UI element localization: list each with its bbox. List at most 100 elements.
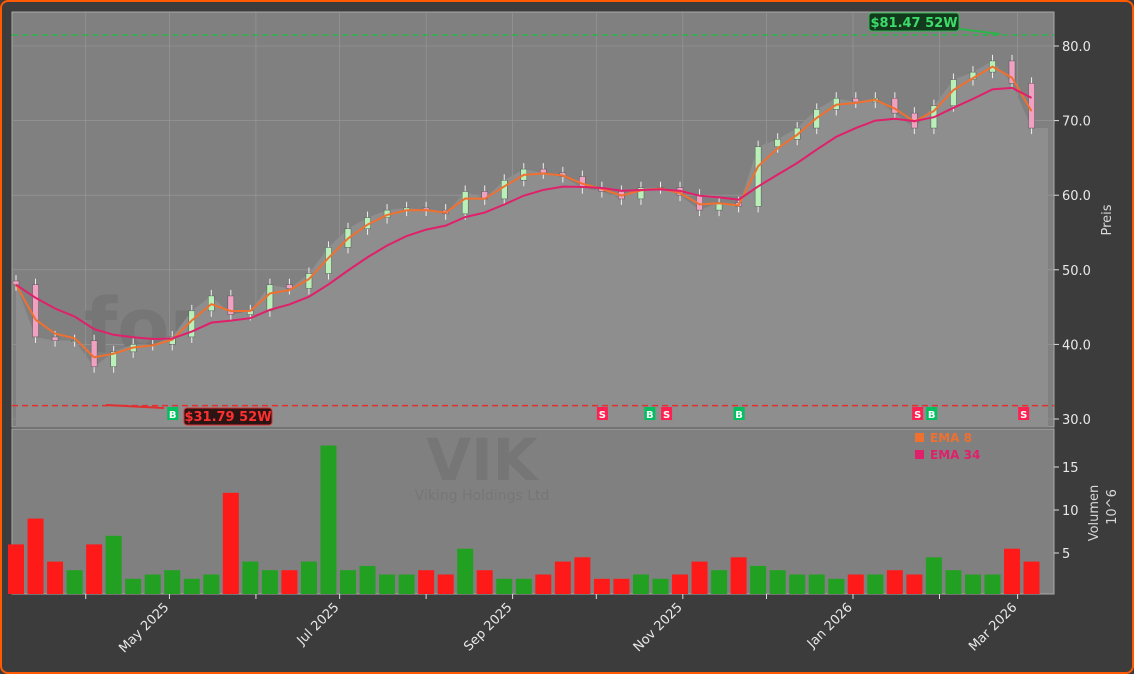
- candle: [286, 284, 293, 289]
- volume-tick-label: 15: [1062, 461, 1079, 476]
- x-tick-label: Sep 2025: [461, 600, 515, 654]
- volume-bar: [789, 574, 806, 594]
- volume-bar: [437, 574, 454, 594]
- legend-entry: EMA 34: [930, 448, 980, 462]
- high-52w-badge: [868, 12, 960, 32]
- volume-bar: [398, 574, 415, 594]
- legend-swatch: [915, 450, 924, 459]
- watermark-company: Viking Holdings Ltd: [415, 488, 550, 504]
- signal-label: S: [599, 410, 606, 421]
- volume-bar: [66, 570, 83, 594]
- volume-bar: [496, 578, 513, 594]
- y-tick-label: 70.0: [1062, 115, 1091, 130]
- volume-bar: [769, 570, 786, 594]
- candle: [852, 97, 860, 103]
- volume-bar: [1004, 548, 1021, 594]
- volume-bar: [593, 578, 610, 594]
- volume-bar: [613, 578, 630, 594]
- signal-label: B: [169, 410, 177, 421]
- signal-marker-buy: [926, 407, 938, 420]
- volume-bar: [554, 561, 571, 594]
- signal-marker-sell: [1018, 407, 1030, 420]
- volume-bar: [222, 492, 239, 594]
- signal-label: S: [1020, 410, 1027, 421]
- signal-marker-buy: [167, 407, 179, 420]
- volume-bar: [261, 570, 278, 594]
- low-52w-badge: [183, 407, 273, 426]
- signal-marker-buy: [644, 407, 656, 420]
- volume-bar: [320, 445, 337, 594]
- low-52w-arrow: [105, 404, 165, 409]
- volume-bar: [808, 574, 825, 594]
- signal-marker-buy: [733, 407, 745, 420]
- volume-bar: [925, 557, 942, 594]
- ema-8-line: [15, 65, 1033, 359]
- candle: [501, 180, 508, 200]
- volume-bar: [86, 544, 103, 594]
- high-52w-label: $81.47 52W: [870, 16, 957, 31]
- volume-bar: [418, 570, 435, 594]
- volume-bar: [457, 548, 474, 594]
- candle: [32, 284, 39, 338]
- volume-bar: [750, 565, 767, 594]
- volume-tick-label: 5: [1062, 547, 1070, 562]
- candle: [12, 280, 20, 285]
- signal-label: S: [663, 410, 670, 421]
- volume-tick-label: 10: [1062, 504, 1079, 519]
- ema-34-line: [15, 86, 1033, 340]
- volume-bar: [691, 561, 708, 594]
- signal-label: S: [914, 410, 921, 421]
- candle: [754, 146, 762, 207]
- volume-bar: [535, 574, 552, 594]
- y-tick-label: 30.0: [1062, 413, 1091, 428]
- signal-marker-sell: [596, 407, 608, 420]
- volume-bar: [300, 561, 317, 594]
- price-area: [16, 60, 1048, 428]
- volume-bar: [242, 561, 259, 594]
- volume-bar: [144, 574, 161, 594]
- candle: [774, 139, 781, 147]
- signal-label: B: [735, 410, 743, 421]
- volume-axis-label: Volumen: [1087, 485, 1102, 542]
- x-tick-label: Mar 2026: [966, 600, 1020, 654]
- volume-bar: [105, 535, 122, 594]
- volume-bar: [379, 574, 396, 594]
- volume-bar: [984, 574, 1001, 594]
- volume-bar: [847, 574, 864, 594]
- volume-bar: [672, 574, 689, 594]
- y-tick-label: 50.0: [1062, 264, 1091, 279]
- volume-bar: [340, 570, 357, 594]
- volume-bar: [711, 570, 728, 594]
- candle: [1008, 60, 1016, 84]
- y-tick-label: 40.0: [1062, 338, 1091, 353]
- candle: [266, 284, 274, 312]
- volume-bar: [652, 578, 669, 594]
- candle: [51, 336, 59, 341]
- signal-label: B: [928, 410, 936, 421]
- candle: [540, 168, 547, 174]
- signal-marker-sell: [912, 407, 924, 420]
- volume-bar: [27, 518, 44, 594]
- x-tick-label: Jan 2026: [804, 600, 856, 652]
- y-tick-label: 60.0: [1062, 189, 1091, 204]
- legend-swatch: [915, 433, 924, 442]
- legend-entry: EMA 8: [930, 431, 972, 445]
- y-tick-label: 80.0: [1062, 40, 1091, 55]
- volume-unit-label: 10^6: [1105, 489, 1120, 525]
- volume-bar: [164, 570, 181, 594]
- volume-bar: [359, 565, 376, 594]
- candle: [461, 191, 469, 215]
- volume-panel: [11, 428, 1055, 595]
- x-tick-label: May 2025: [116, 600, 172, 656]
- volume-bar: [730, 557, 747, 594]
- volume-bar: [906, 574, 923, 594]
- x-tick-label: Jul 2025: [294, 600, 343, 649]
- volume-bar: [281, 570, 298, 594]
- low-52w-label: $31.79 52W: [184, 410, 271, 425]
- candle: [891, 97, 899, 114]
- candle: [227, 295, 235, 315]
- volume-bar: [8, 544, 24, 594]
- volume-bar: [203, 574, 220, 594]
- volume-bar: [828, 578, 845, 594]
